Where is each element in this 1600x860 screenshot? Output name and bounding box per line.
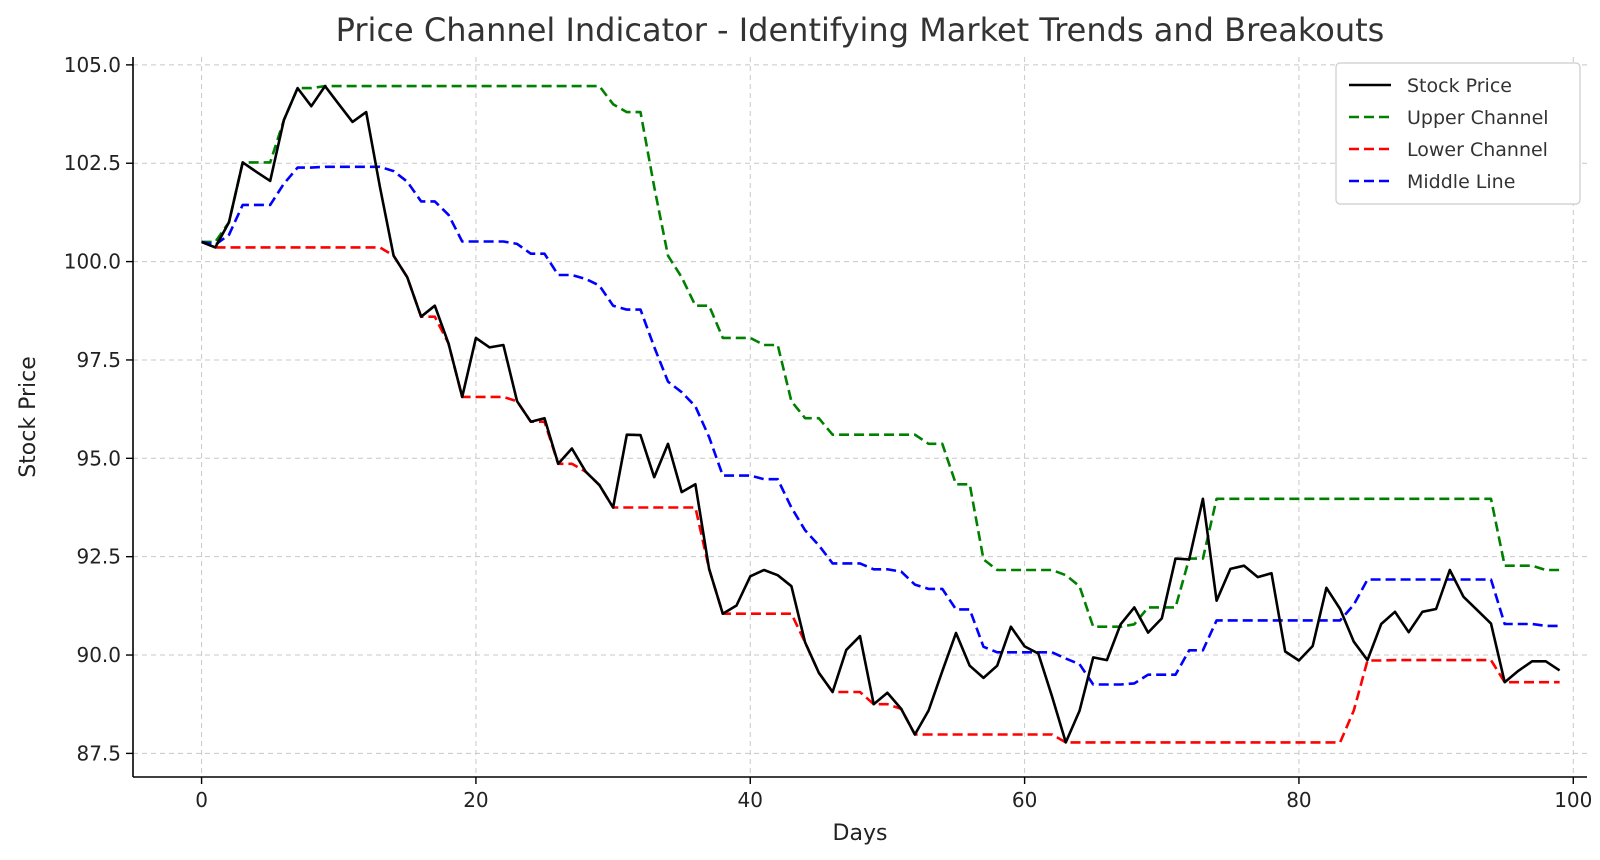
series-line-upper-channel [201, 84, 1560, 629]
x-tick-label: 40 [738, 788, 763, 812]
axes [132, 57, 1587, 778]
x-tick-label: 60 [1012, 788, 1037, 812]
y-tick-label: 102.5 [64, 151, 121, 175]
y-axis-label: Stock Price [16, 356, 41, 478]
series-line-middle-line [201, 165, 1560, 686]
y-tick-label: 92.5 [76, 545, 121, 569]
x-tick-label: 80 [1286, 788, 1311, 812]
x-tick-label: 0 [195, 788, 208, 812]
x-axis-label: Days [833, 821, 888, 846]
legend: Stock Price Upper Channel Lower Channel Mid… [1335, 62, 1581, 205]
legend-label-upper-channel: Upper Channel [1407, 107, 1549, 129]
x-ticks: 0 20 40 60 80 100 [195, 777, 1592, 812]
x-tick-label: 100 [1554, 788, 1592, 812]
y-tick-label: 105.0 [64, 53, 121, 77]
y-ticks: 87.5 90.0 92.5 95.0 97.5 100.0 102.5 105.0 [64, 53, 133, 765]
y-tick-label: 87.5 [76, 741, 121, 765]
series-lines [201, 84, 1561, 744]
legend-label-lower-channel: Lower Channel [1407, 139, 1548, 161]
series-line-stock-price [201, 84, 1561, 744]
y-tick-label: 97.5 [76, 348, 121, 372]
legend-label-middle-line: Middle Line [1407, 171, 1515, 193]
series-line-lower-channel [201, 240, 1560, 744]
legend-label-stock-price: Stock Price [1407, 75, 1512, 97]
y-tick-label: 90.0 [76, 643, 121, 667]
x-tick-label: 20 [463, 788, 488, 812]
chart-title: Price Channel Indicator - Identifying Ma… [336, 11, 1385, 49]
y-tick-label: 100.0 [64, 250, 121, 274]
y-tick-label: 95.0 [76, 446, 121, 470]
legend-box [1335, 62, 1581, 205]
